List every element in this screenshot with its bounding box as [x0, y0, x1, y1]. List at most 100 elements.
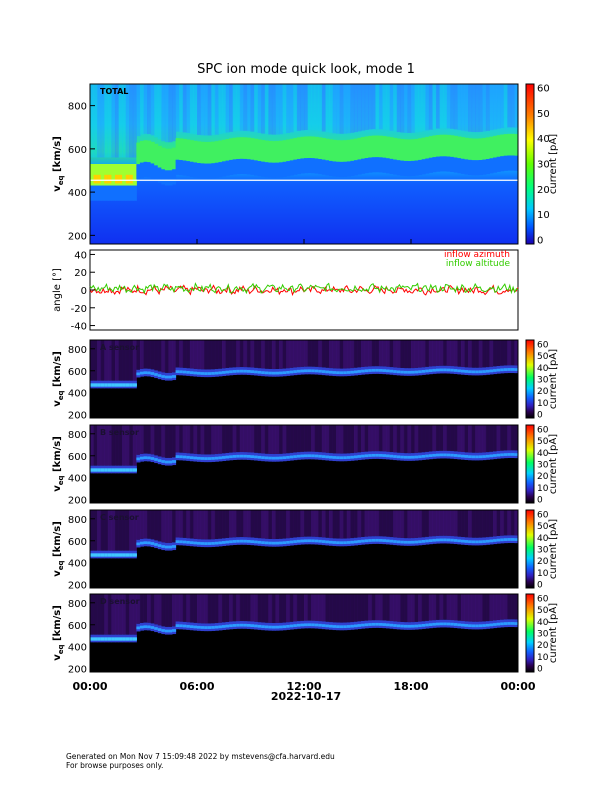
- heat-cell-background: [257, 425, 262, 454]
- heat-cell-background: [100, 425, 105, 466]
- heat-cell-high: [161, 84, 166, 142]
- heat-cell-peak: [139, 541, 144, 545]
- heat-cell-low: [268, 162, 273, 178]
- heat-cell-peak: [122, 164, 127, 186]
- heat-cell-high: [353, 84, 358, 133]
- heat-cell-high: [368, 84, 373, 130]
- heat-cell-low: [111, 185, 116, 201]
- heat-cell-peak: [182, 455, 187, 459]
- heat-cell-peak: [393, 137, 398, 160]
- heat-cell-background: [189, 425, 194, 454]
- heat-cell-high: [328, 84, 334, 133]
- heat-cell-background: [286, 340, 291, 369]
- heat-cell-background: [207, 340, 212, 370]
- heat-cell-background: [457, 425, 462, 452]
- heat-cell-peak: [147, 140, 152, 163]
- heat-cell-background: [93, 340, 98, 381]
- heat-cell-peak: [507, 622, 512, 625]
- heat-cell-peak: [368, 454, 373, 457]
- heat-cell-peak: [175, 624, 180, 627]
- heat-cell-background: [339, 425, 344, 454]
- heat-cell-high: [107, 84, 112, 158]
- heat-cell-peak: [514, 368, 519, 371]
- heat-cell-background: [318, 425, 323, 453]
- heat-cell-peak: [321, 455, 326, 458]
- heat-cell-peak: [307, 369, 312, 373]
- heat-cell-background: [261, 340, 266, 369]
- heat-cell-high: [393, 84, 398, 132]
- heat-cell-low: [261, 161, 266, 177]
- heat-cell-peak: [478, 540, 483, 544]
- heat-cell-high: [93, 84, 98, 158]
- heat-cell-peak: [175, 138, 180, 160]
- heat-cell-peak: [378, 135, 383, 158]
- heat-cell-high: [346, 84, 351, 134]
- heat-cell-peak: [510, 133, 515, 156]
- heat-cell-background: [411, 425, 416, 454]
- heat-cell-peak: [336, 456, 341, 460]
- heat-cell-background: [125, 510, 130, 551]
- colorbar-tick-label: 40: [537, 449, 549, 459]
- heat-cell-background: [400, 425, 405, 453]
- heat-cell-peak: [446, 453, 451, 457]
- heat-cell-max: [107, 468, 112, 472]
- heat-cell-peak: [307, 136, 312, 158]
- heat-cell-peak: [332, 625, 337, 628]
- heat-cell-low: [296, 158, 301, 175]
- heat-cell-background: [378, 340, 383, 367]
- heat-cell-peak: [475, 455, 480, 459]
- heat-cell-peak: [339, 541, 344, 545]
- heat-cell-background: [164, 425, 169, 458]
- heat-cell-background: [286, 425, 291, 454]
- heat-cell-background: [439, 510, 444, 536]
- heat-cell-background: [336, 510, 341, 539]
- heat-cell-high: [471, 84, 476, 133]
- heat-cell-background: [282, 510, 287, 539]
- y-tick-label: 800: [68, 599, 87, 610]
- heat-cell-peak: [164, 629, 169, 633]
- heat-cell-high: [246, 84, 251, 132]
- heat-cell-background: [357, 425, 362, 453]
- heat-cell-background: [396, 425, 401, 453]
- heat-cell-low: [489, 158, 494, 174]
- heat-cell-background: [157, 425, 162, 457]
- heat-cell-low: [122, 185, 127, 201]
- heat-cell-peak: [236, 454, 241, 458]
- heat-cell-peak: [485, 137, 490, 159]
- heat-cell-background: [443, 510, 448, 536]
- heat-cell-background: [336, 340, 341, 369]
- heat-cell-peak: [271, 141, 276, 163]
- heat-cell-high: [125, 84, 130, 158]
- colorbar: [525, 593, 535, 673]
- heat-cell-low: [411, 160, 416, 177]
- heat-cell-peak: [328, 370, 334, 374]
- heat-cell-peak: [435, 622, 441, 626]
- heat-cell-background: [150, 594, 155, 624]
- heat-cell-peak: [443, 453, 448, 457]
- heat-cell-background: [450, 340, 455, 367]
- heat-cell-peak: [371, 368, 376, 372]
- heat-cell-peak: [364, 454, 369, 458]
- heat-cell-background: [478, 510, 483, 538]
- heat-cell-background: [214, 425, 219, 455]
- heat-cell-background: [332, 594, 337, 623]
- heat-cell-peak: [189, 456, 194, 460]
- heat-cell-peak: [236, 539, 241, 543]
- heat-cell-background: [307, 510, 312, 537]
- heat-cell-background: [396, 510, 401, 538]
- heat-cell-background: [204, 425, 209, 455]
- heat-cell-low: [471, 160, 476, 176]
- heat-cell-peak: [328, 139, 334, 161]
- heat-cell-background: [300, 340, 305, 367]
- heat-cell-background: [325, 425, 330, 453]
- heat-cell-peak: [446, 134, 451, 157]
- heat-cell-peak: [275, 541, 280, 545]
- heat-cell-peak: [500, 622, 505, 626]
- heat-cell-background: [236, 510, 241, 538]
- colorbar-tick-label: 20: [537, 557, 549, 567]
- heat-cell-peak: [353, 624, 358, 628]
- heat-cell-background: [204, 510, 209, 540]
- heat-cell-background: [225, 340, 230, 368]
- heat-cell-peak: [257, 370, 262, 374]
- heat-cell-background: [514, 425, 519, 451]
